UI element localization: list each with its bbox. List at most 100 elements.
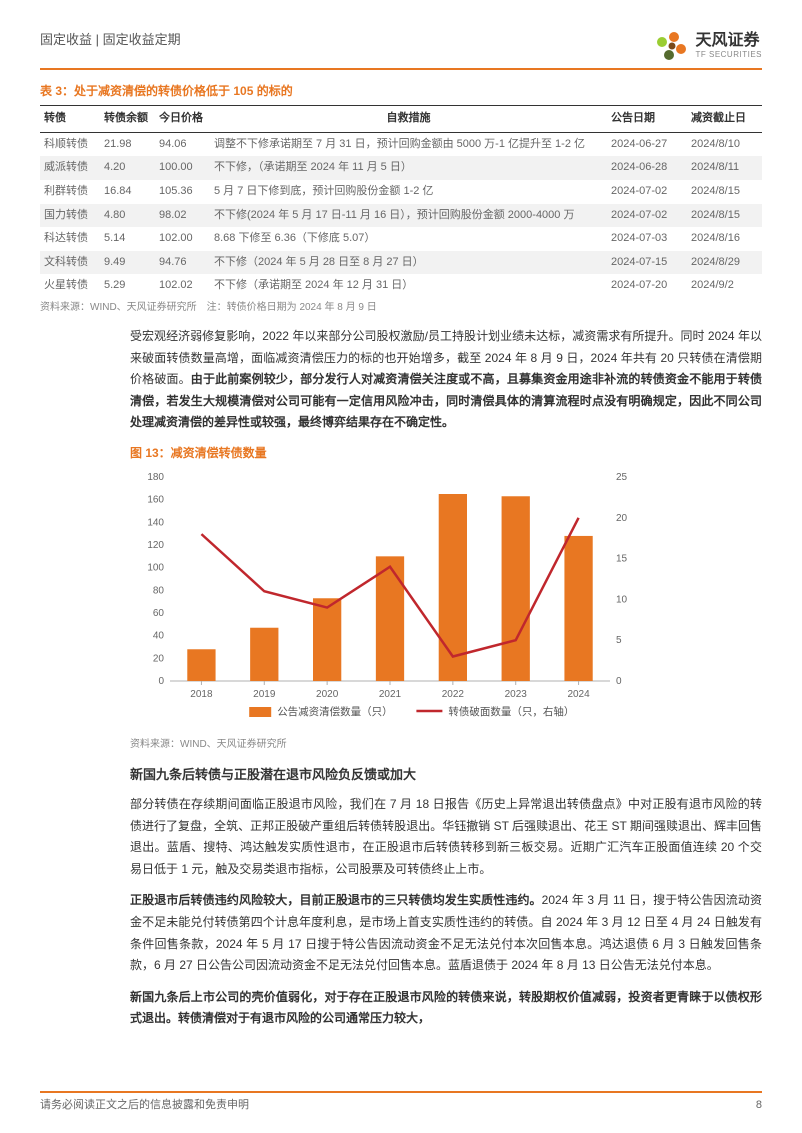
table-cell: 4.80 xyxy=(100,204,155,228)
table-row: 国力转债4.8098.02不下修(2024 年 5 月 17 日-11 月 16… xyxy=(40,204,762,228)
table-cell: 2024/8/11 xyxy=(687,156,762,180)
para-2: 部分转债在存续期间面临正股退市风险，我们在 7 月 18 日报告《历史上异常退出… xyxy=(130,794,762,880)
table-cell: 4.20 xyxy=(100,156,155,180)
table-row: 文科转债9.4994.76不下修（2024 年 5 月 28 日至 8 月 27… xyxy=(40,251,762,275)
chart-container: 0204060801001201401601800510152025201820… xyxy=(130,467,762,733)
svg-text:20: 20 xyxy=(616,513,628,524)
table-cell: 102.00 xyxy=(155,227,210,251)
table-cell: 94.76 xyxy=(155,251,210,275)
svg-text:2022: 2022 xyxy=(442,689,465,700)
table-cell: 5 月 7 日下修到底，预计回购股份金额 1-2 亿 xyxy=(210,180,607,204)
table-cell: 2024-07-03 xyxy=(607,227,687,251)
svg-text:2020: 2020 xyxy=(316,689,339,700)
table-cell: 2024/8/10 xyxy=(687,132,762,156)
table-cell: 5.29 xyxy=(100,274,155,298)
table-row: 科顺转债21.9894.06调整不下修承诺期至 7 月 31 日，预计回购金额由… xyxy=(40,132,762,156)
table-row: 利群转债16.84105.365 月 7 日下修到底，预计回购股份金额 1-2 … xyxy=(40,180,762,204)
svg-text:15: 15 xyxy=(616,554,628,565)
footer-page: 8 xyxy=(756,1097,762,1115)
para-1: 受宏观经济弱修复影响，2022 年以来部分公司股权激励/员工持股计划业绩未达标，… xyxy=(130,326,762,434)
svg-text:180: 180 xyxy=(147,472,164,483)
page: 固定收益 | 固定收益定期 天风证券 TF SECURITIES 表 3：处于减… xyxy=(0,0,802,1133)
svg-text:120: 120 xyxy=(147,540,164,551)
table-row: 科达转债5.14102.008.68 下修至 6.36（下修底 5.07）202… xyxy=(40,227,762,251)
bond-table: 转债 转债余额 今日价格 自救措施 公告日期 减资截止日 科顺转债21.9894… xyxy=(40,105,762,298)
table-cell: 8.68 下修至 6.36（下修底 5.07） xyxy=(210,227,607,251)
svg-text:160: 160 xyxy=(147,495,164,506)
table-cell: 100.00 xyxy=(155,156,210,180)
table-cell: 火星转债 xyxy=(40,274,100,298)
svg-text:100: 100 xyxy=(147,563,164,574)
table-cell: 不下修（承诺期至 2024 年 12 月 31 日） xyxy=(210,274,607,298)
table-cell: 不下修（2024 年 5 月 28 日至 8 月 27 日） xyxy=(210,251,607,275)
logo-en: TF SECURITIES xyxy=(695,49,762,62)
svg-text:转债破面数量（只，右轴）: 转债破面数量（只，右轴） xyxy=(448,705,574,718)
table-cell: 不下修，（承诺期至 2024 年 11 月 5 日） xyxy=(210,156,607,180)
table-cell: 2024/9/2 xyxy=(687,274,762,298)
table-cell: 科顺转债 xyxy=(40,132,100,156)
page-header: 固定收益 | 固定收益定期 天风证券 TF SECURITIES xyxy=(40,30,762,70)
table-cell: 98.02 xyxy=(155,204,210,228)
logo-text: 天风证券 TF SECURITIES xyxy=(695,32,762,62)
table-cell: 9.49 xyxy=(100,251,155,275)
heading-1: 新国九条后转债与正股潜在退市风险负反馈或加大 xyxy=(130,765,762,786)
table-cell: 21.98 xyxy=(100,132,155,156)
table-cell: 2024-07-02 xyxy=(607,180,687,204)
table-cell: 94.06 xyxy=(155,132,210,156)
svg-text:60: 60 xyxy=(153,608,165,619)
th-bal: 转债余额 xyxy=(100,106,155,133)
table-cell: 105.36 xyxy=(155,180,210,204)
th-date: 公告日期 xyxy=(607,106,687,133)
table-cell: 2024/8/15 xyxy=(687,180,762,204)
table-cell: 16.84 xyxy=(100,180,155,204)
svg-text:40: 40 xyxy=(153,631,165,642)
table-row: 火星转债5.29102.02不下修（承诺期至 2024 年 12 月 31 日）… xyxy=(40,274,762,298)
para3-bold: 正股退市后转债违约风险较大，目前正股退市的三只转债均发生实质性违约。 xyxy=(130,893,542,907)
svg-text:80: 80 xyxy=(153,585,165,596)
table-row: 威派转债4.20100.00不下修，（承诺期至 2024 年 11 月 5 日）… xyxy=(40,156,762,180)
table-cell: 2024/8/16 xyxy=(687,227,762,251)
table-cell: 5.14 xyxy=(100,227,155,251)
para4-bold: 新国九条后上市公司的壳价值弱化，对于存在正股退市风险的转债来说，转股期权价值减弱… xyxy=(130,990,762,1026)
table-cell: 102.02 xyxy=(155,274,210,298)
svg-text:0: 0 xyxy=(158,676,164,687)
th-measure: 自救措施 xyxy=(210,106,607,133)
logo: 天风证券 TF SECURITIES xyxy=(655,30,762,64)
svg-text:5: 5 xyxy=(616,635,622,646)
page-footer: 请务必阅读正文之后的信息披露和免责申明 8 xyxy=(40,1091,762,1115)
table-source: 资料来源：WIND、天风证券研究所 注：转债价格日期为 2024 年 8 月 9… xyxy=(40,300,762,316)
table-cell: 2024-06-28 xyxy=(607,156,687,180)
table-cell: 2024-07-15 xyxy=(607,251,687,275)
chart-caption: 图 13：减资清偿转债数量 xyxy=(130,444,762,463)
svg-text:0: 0 xyxy=(616,676,622,687)
table-header-row: 转债 转债余额 今日价格 自救措施 公告日期 减资截止日 xyxy=(40,106,762,133)
para-3: 正股退市后转债违约风险较大，目前正股退市的三只转债均发生实质性违约。2024 年… xyxy=(130,890,762,976)
chart-svg: 0204060801001201401601800510152025201820… xyxy=(130,467,650,727)
th-deadline: 减资截止日 xyxy=(687,106,762,133)
header-category: 固定收益 | 固定收益定期 xyxy=(40,30,181,51)
table-cell: 2024-06-27 xyxy=(607,132,687,156)
table-cell: 调整不下修承诺期至 7 月 31 日，预计回购金额由 5000 万-1 亿提升至… xyxy=(210,132,607,156)
para-4: 新国九条后上市公司的壳价值弱化，对于存在正股退市风险的转债来说，转股期权价值减弱… xyxy=(130,987,762,1030)
chart-source: 资料来源：WIND、天风证券研究所 xyxy=(130,737,762,753)
table-cell: 国力转债 xyxy=(40,204,100,228)
th-price: 今日价格 xyxy=(155,106,210,133)
svg-text:140: 140 xyxy=(147,517,164,528)
svg-text:2019: 2019 xyxy=(253,689,276,700)
logo-icon xyxy=(655,30,689,64)
table-cell: 2024/8/29 xyxy=(687,251,762,275)
svg-text:10: 10 xyxy=(616,594,628,605)
svg-text:公告减资清偿数量（只）: 公告减资清偿数量（只） xyxy=(277,705,393,718)
table-cell: 不下修(2024 年 5 月 17 日-11 月 16 日），预计回购股份金额 … xyxy=(210,204,607,228)
svg-text:2023: 2023 xyxy=(505,689,528,700)
th-name: 转债 xyxy=(40,106,100,133)
table-cell: 2024-07-02 xyxy=(607,204,687,228)
para1-bold: 由于此前案例较少，部分发行人对减资清偿关注度或不高，且募集资金用途非补流的转债资… xyxy=(130,372,762,429)
table-cell: 科达转债 xyxy=(40,227,100,251)
logo-cn: 天风证券 xyxy=(695,32,762,50)
table-cell: 文科转债 xyxy=(40,251,100,275)
svg-text:2024: 2024 xyxy=(567,689,590,700)
table-caption: 表 3：处于减资清偿的转债价格低于 105 的标的 xyxy=(40,82,762,101)
svg-text:2021: 2021 xyxy=(379,689,402,700)
table-cell: 2024/8/15 xyxy=(687,204,762,228)
